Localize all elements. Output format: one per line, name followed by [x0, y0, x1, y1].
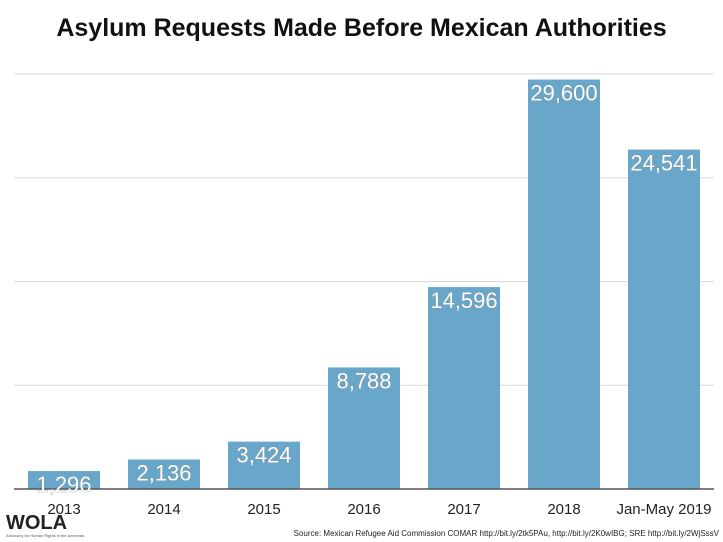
- bar: [128, 459, 200, 489]
- x-tick-label: Jan-May 2019: [616, 501, 711, 518]
- x-tick-label: 2016: [347, 501, 380, 518]
- gridlines: [14, 73, 714, 386]
- x-tick-label: 2015: [247, 501, 280, 518]
- source-note: Source: Mexican Refugee Aid Commission C…: [293, 529, 719, 538]
- bar: [428, 287, 500, 489]
- data-label: 24,541: [630, 151, 697, 176]
- x-tick-label: 2018: [547, 501, 580, 518]
- data-label: 1,296: [36, 472, 91, 497]
- x-tick-label: 2013: [47, 501, 80, 518]
- logo-text: WOLA: [6, 512, 68, 534]
- bar: [228, 441, 300, 489]
- x-tick-label: 2017: [447, 501, 480, 518]
- data-label: 3,424: [236, 443, 291, 468]
- bar: [28, 471, 100, 489]
- data-label: 14,596: [430, 288, 497, 313]
- data-label: 8,788: [336, 368, 391, 393]
- data-label: 29,600: [530, 81, 597, 106]
- chart-title: Asylum Requests Made Before Mexican Auth…: [56, 14, 667, 42]
- bar: [628, 149, 700, 489]
- x-tick-label: 2014: [147, 501, 180, 518]
- bars: [28, 79, 700, 490]
- data-labels: 1,296 2,136 3,424 8,788 14,596 29,600 24,541: [36, 80, 698, 497]
- logo-tagline: Advocacy for Human Rights in the America…: [6, 533, 85, 538]
- data-label: 2,136: [136, 460, 191, 485]
- x-tick-labels: 2013 2014 2015 2016 2017 2018 Jan-May 2019: [47, 501, 711, 518]
- bar: [528, 79, 600, 490]
- wola-logo: WOLA Advocacy for Human Rights in the Am…: [6, 513, 88, 538]
- bar: [328, 367, 400, 489]
